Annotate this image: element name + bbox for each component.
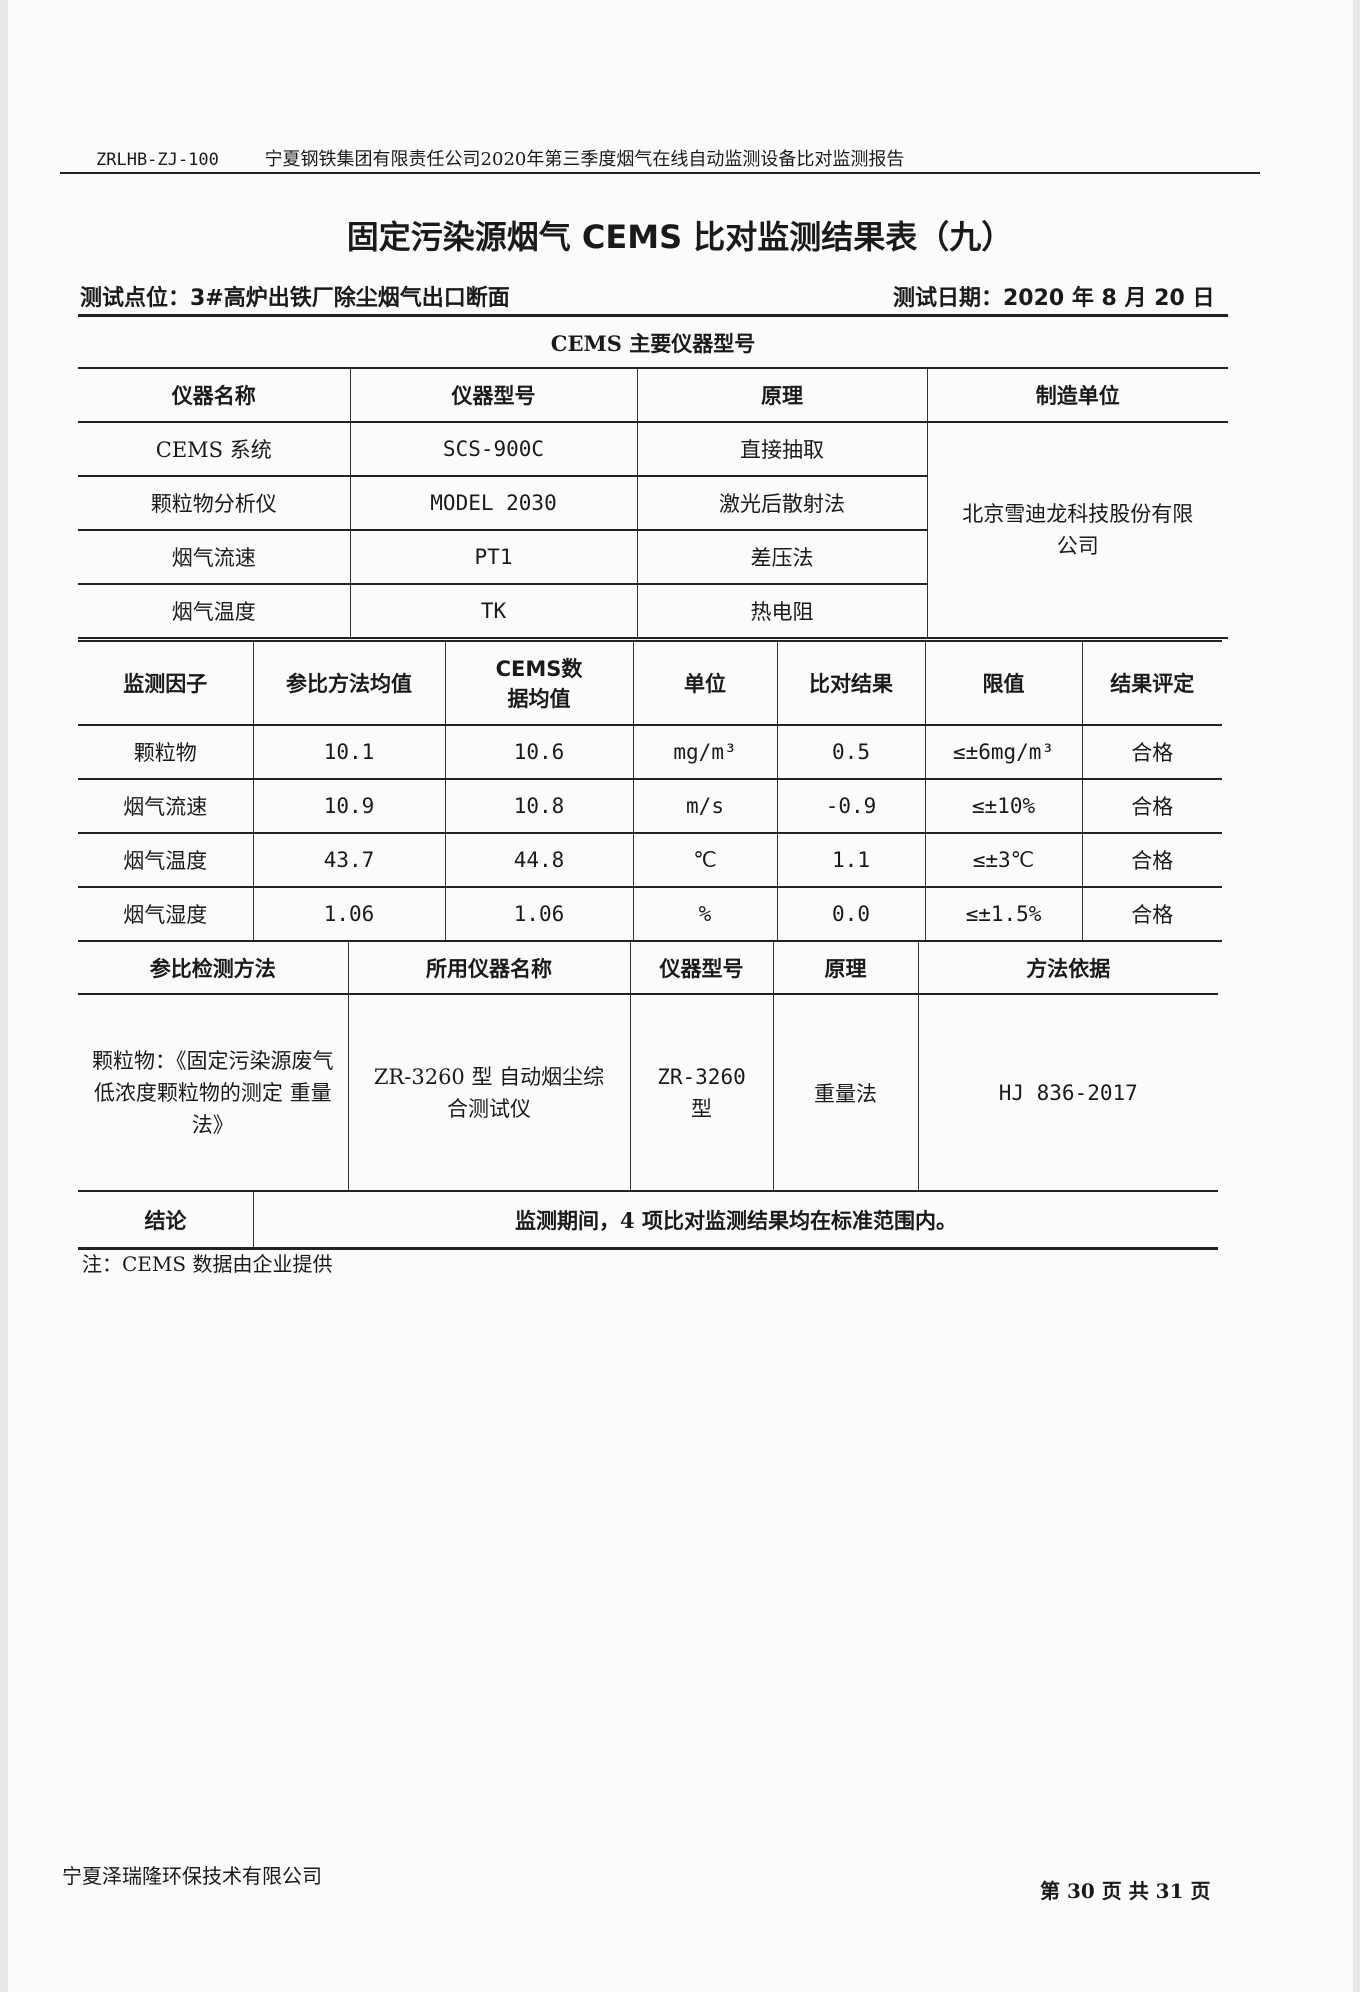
instrument-model: ZR-3260 型 bbox=[629, 993, 773, 1192]
header-cell: 参比方法均值 bbox=[252, 640, 445, 726]
comparison-result: 0.5 bbox=[776, 724, 925, 780]
cems-mean: 1.06 bbox=[444, 886, 633, 942]
limit: ≤±1.5% bbox=[924, 886, 1082, 942]
header-cell: 参比检测方法 bbox=[78, 940, 348, 995]
conclusion-label: 结论 bbox=[78, 1192, 254, 1247]
cems-mean: 44.8 bbox=[444, 832, 633, 888]
test-point: 测试点位：3#高炉出铁厂除尘烟气出口断面 bbox=[80, 286, 510, 311]
table-row: 烟气流速 10.9 10.8 m/s -0.9 ≤±10% 合格 bbox=[78, 778, 1222, 834]
header-cell: 仪器型号 bbox=[349, 367, 637, 423]
factor: 颗粒物 bbox=[78, 724, 253, 780]
page-title: 固定污染源烟气 CEMS 比对监测结果表（九） bbox=[346, 218, 1014, 256]
instrument-principle: 激光后散射法 bbox=[636, 475, 927, 531]
principle: 重量法 bbox=[772, 993, 918, 1192]
factor: 烟气温度 bbox=[78, 832, 253, 888]
cems-mean: 10.6 bbox=[444, 724, 633, 780]
header-cell: 监测因子 bbox=[78, 640, 253, 726]
instrument-name: 烟气温度 bbox=[78, 583, 350, 639]
instrument-model: PT1 bbox=[349, 529, 637, 585]
document-code: ZRLHB-ZJ-100 bbox=[96, 150, 219, 170]
instrument-name: 颗粒物分析仪 bbox=[78, 475, 350, 531]
header-cell: 结果评定 bbox=[1081, 640, 1222, 726]
conclusion-row: 结论 监测期间，4 项比对监测结果均在标准范围内。 bbox=[78, 1190, 1218, 1250]
unit: % bbox=[632, 886, 777, 942]
evaluation: 合格 bbox=[1081, 778, 1222, 834]
header-cell: 制造单位 bbox=[926, 367, 1229, 423]
test-date: 测试日期：2020 年 8 月 20 日 bbox=[893, 286, 1215, 311]
instrument-principle: 直接抽取 bbox=[636, 421, 927, 477]
header-cell: 比对结果 bbox=[776, 640, 925, 726]
table-row: 烟气温度 43.7 44.8 ℃ 1.1 ≤±3℃ 合格 bbox=[78, 832, 1222, 888]
instrument-name: 烟气流速 bbox=[78, 529, 350, 585]
conclusion-text: 监测期间，4 项比对监测结果均在标准范围内。 bbox=[515, 1207, 957, 1233]
info-rule bbox=[78, 314, 1228, 317]
header-cell: 仪器型号 bbox=[629, 940, 773, 995]
instrument-caption: CEMS 主要仪器型号 bbox=[78, 318, 1229, 369]
instrument-model: SCS-900C bbox=[349, 421, 637, 477]
table-row: 烟气湿度 1.06 1.06% 0.0 ≤±1.5% 合格 bbox=[78, 886, 1222, 942]
reference-mean: 1.06 bbox=[252, 886, 445, 942]
header-cell: 仪器名称 bbox=[78, 367, 350, 423]
comparison-result: 0.0 bbox=[776, 886, 925, 942]
comparison-result: -0.9 bbox=[776, 778, 925, 834]
table-row: 颗粒物分析仪 MODEL 2030 激光后散射法 bbox=[78, 475, 1228, 531]
unit: m/s bbox=[632, 778, 777, 834]
manufacturer: 北京雪迪龙科技股份有限公司 bbox=[926, 421, 1229, 639]
method-basis: HJ 836-2017 bbox=[917, 993, 1218, 1192]
instrument-name: ZR-3260 型 自动烟尘综合测试仪 bbox=[347, 993, 630, 1192]
limit: ≤±3℃ bbox=[924, 832, 1082, 888]
limit: ≤±10% bbox=[924, 778, 1082, 834]
instrument-principle: 差压法 bbox=[636, 529, 927, 585]
report-title: 宁夏钢铁集团有限责任公司2020年第三季度烟气在线自动监测设备比对监测报告 bbox=[264, 149, 905, 170]
factor: 烟气流速 bbox=[78, 778, 253, 834]
evaluation: 合格 bbox=[1081, 724, 1222, 780]
header-cell: 单位 bbox=[632, 640, 777, 726]
evaluation: 合格 bbox=[1081, 886, 1222, 942]
table-row: CEMS 系统 SCS-900C 直接抽取 北京雪迪龙科技股份有限公司 bbox=[78, 421, 1229, 639]
evaluation: 合格 bbox=[1081, 832, 1222, 888]
header-cell: 方法依据 bbox=[917, 940, 1218, 995]
header-cell: 原理 bbox=[636, 367, 927, 423]
header-rule bbox=[60, 172, 1260, 174]
cems-mean: 10.8 bbox=[444, 778, 633, 834]
instrument-model: TK bbox=[349, 583, 637, 639]
results-table: 监测因子 参比方法均值 CEMS数据均值 单位 比对结果 限值 结果评定 颗粒物… bbox=[78, 640, 1222, 942]
instrument-name: CEMS 系统 bbox=[78, 421, 350, 477]
table-row: 烟气温度 TK 热电阻 bbox=[78, 583, 1228, 639]
instrument-principle: 热电阻 bbox=[636, 583, 927, 639]
reference-mean: 43.7 bbox=[252, 832, 445, 888]
table-row: 烟气流速 PT1 差压法 bbox=[78, 529, 1228, 585]
methods-table: 参比检测方法 所用仪器名称 仪器型号 原理 方法依据 颗粒物：《固定污染源废气 … bbox=[78, 940, 1218, 1250]
page-number: 第 30 页 共 31 页 bbox=[1040, 1879, 1211, 1903]
header-cell: CEMS数据均值 bbox=[444, 640, 633, 726]
comparison-result: 1.1 bbox=[776, 832, 925, 888]
limit: ≤±6mg/m³ bbox=[924, 724, 1082, 780]
table-row: 颗粒物：《固定污染源废气 低浓度颗粒物的测定 重量法》 ZR-3260 型 自动… bbox=[78, 993, 1218, 1192]
running-header: ZRLHB-ZJ-100 宁夏钢铁集团有限责任公司2020年第三季度烟气在线自动… bbox=[96, 145, 904, 171]
reference-mean: 10.1 bbox=[252, 724, 445, 780]
unit: ℃ bbox=[632, 832, 777, 888]
header-cell: 原理 bbox=[772, 940, 918, 995]
footer-company: 宁夏泽瑞隆环保技术有限公司 bbox=[62, 1864, 322, 1888]
header-cell: 所用仪器名称 bbox=[347, 940, 630, 995]
table-row: 颗粒物 10.1 10.6 mg/m³ 0.5 ≤±6mg/m³ 合格 bbox=[78, 724, 1222, 780]
instrument-model: MODEL 2030 bbox=[349, 475, 637, 531]
reference-method: 颗粒物：《固定污染源废气 低浓度颗粒物的测定 重量法》 bbox=[78, 993, 348, 1192]
header-cell: 限值 bbox=[924, 640, 1082, 726]
factor: 烟气湿度 bbox=[78, 886, 253, 942]
instrument-table: CEMS 主要仪器型号 仪器名称 仪器型号 原理 制造单位 CEMS 系统 SC… bbox=[78, 318, 1229, 639]
reference-mean: 10.9 bbox=[252, 778, 445, 834]
note: 注：CEMS 数据由企业提供 bbox=[82, 1252, 333, 1276]
unit: mg/m³ bbox=[632, 724, 777, 780]
